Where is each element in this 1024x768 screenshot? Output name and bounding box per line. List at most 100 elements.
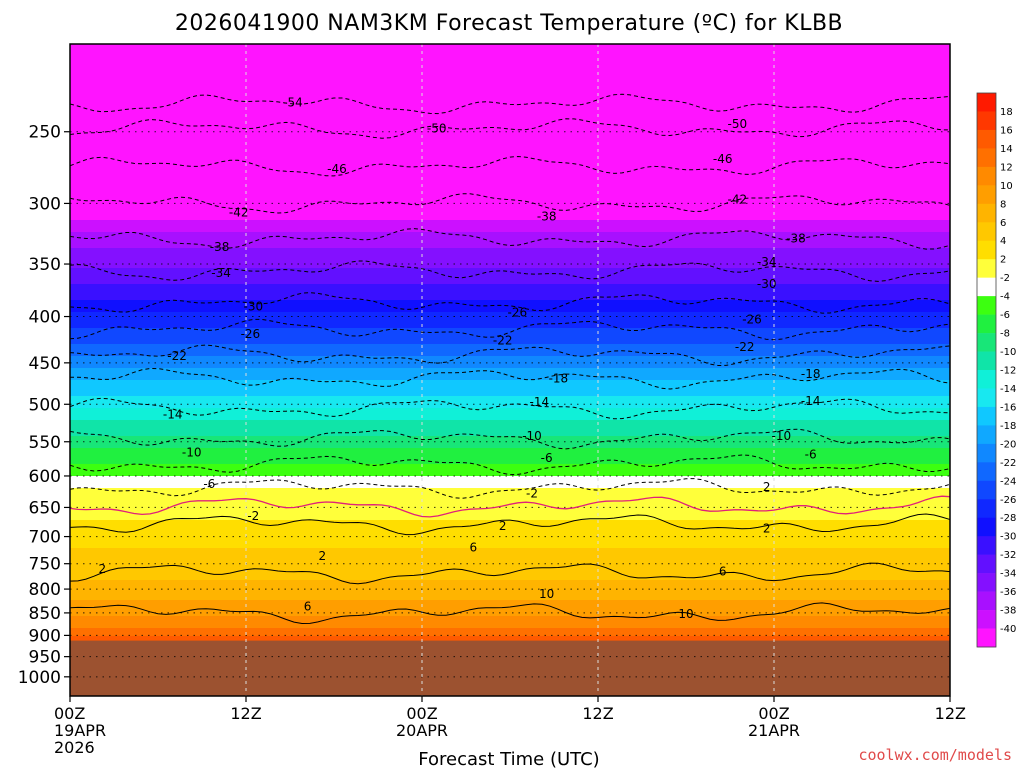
temperature-band	[70, 184, 950, 189]
temperature-band	[70, 392, 950, 397]
y-tick-label: 500	[29, 395, 61, 415]
temperature-band	[70, 400, 950, 405]
contour-label: -18	[801, 367, 821, 381]
contour-label: -22	[493, 333, 513, 347]
y-tick-label: 750	[29, 555, 61, 575]
plot-area: -54 -50 -50 -46 -46 -42 -42 -38 -38 -38 -34 -34 -30 -…	[70, 44, 950, 696]
temperature-band	[70, 492, 950, 497]
temperature-band	[70, 520, 950, 525]
x-tick-label: 12Z	[230, 704, 261, 723]
temperature-band	[70, 504, 950, 509]
contour-line	[70, 118, 950, 139]
contour-line	[70, 602, 950, 625]
temperature-band	[70, 64, 950, 69]
contour-label: -30	[757, 277, 777, 291]
x-tick-label: 19APR	[54, 721, 106, 740]
contour-label: -6	[541, 451, 553, 465]
temperature-band	[70, 336, 950, 341]
temperature-band	[70, 516, 950, 521]
colorbar-label: -6	[1000, 310, 1010, 321]
temperature-band	[70, 512, 950, 517]
contour-line	[70, 193, 950, 214]
temperature-band	[70, 388, 950, 393]
temperature-band	[70, 200, 950, 205]
temperature-band	[70, 76, 950, 81]
temperature-band	[70, 100, 950, 105]
contour-line	[70, 513, 950, 536]
temperature-band	[70, 628, 950, 633]
temperature-band	[70, 72, 950, 77]
contour-label: -54	[283, 95, 303, 109]
colorbar-swatch	[977, 370, 996, 389]
temperature-band	[70, 380, 950, 385]
temperature-band	[70, 176, 950, 181]
contour-label: -10	[772, 429, 792, 443]
temperature-band	[70, 140, 950, 145]
y-tick-label: 700	[29, 528, 61, 548]
colorbar-label: -26	[1000, 495, 1016, 506]
temperature-band	[70, 440, 950, 445]
temperature-band	[70, 564, 950, 569]
temperature-band	[70, 80, 950, 85]
colorbar-swatch	[977, 573, 996, 592]
temperature-band	[70, 144, 950, 149]
temperature-band	[70, 268, 950, 273]
contour-labels: -54 -50 -50 -46 -46 -42 -42 -38 -38 -38 -34 -34 -30 -…	[98, 95, 820, 620]
colorbar-swatch	[977, 425, 996, 445]
temperature-band	[70, 124, 950, 129]
y-tick-label: 950	[29, 648, 61, 668]
temperature-band	[70, 548, 950, 553]
temperature-band	[70, 484, 950, 489]
temperature-band	[70, 412, 950, 417]
temperature-band	[70, 324, 950, 329]
colorbar-swatch	[977, 111, 996, 131]
contour-label: -46	[327, 162, 347, 176]
temperature-band	[70, 288, 950, 293]
colorbar-swatch	[977, 351, 996, 371]
contour-label: -14	[530, 395, 550, 409]
colorbar-swatch	[977, 333, 996, 352]
colorbar-legend: 18 16 14 12 10 8 6 4 2 -2 -4 -6 -8 -10 -12 -14 -16 -18 -20…	[976, 92, 1016, 648]
temperature-band	[70, 296, 950, 301]
temperature-band	[70, 320, 950, 325]
contour-line	[70, 562, 950, 585]
temperature-band	[70, 240, 950, 245]
colorbar-label: -32	[1000, 550, 1016, 561]
temperature-band	[70, 152, 950, 157]
temperature-band	[70, 408, 950, 413]
y-tick-label: 350	[29, 255, 61, 275]
y-tick-label: 1000	[18, 668, 61, 688]
temperature-band	[70, 480, 950, 485]
temperature-band	[70, 252, 950, 257]
colorbar-swatch	[977, 166, 996, 186]
y-tick-label: 900	[29, 626, 61, 646]
contour-label: -14	[163, 407, 183, 421]
temperature-band	[70, 220, 950, 225]
temperature-band	[70, 84, 950, 89]
contour-label: -10	[522, 429, 542, 443]
colorbar-swatch	[977, 628, 996, 648]
temperature-band	[70, 216, 950, 221]
colorbar-label: -30	[1000, 532, 1016, 543]
temperature-band	[70, 500, 950, 505]
temperature-band	[70, 344, 950, 349]
colorbar-label: 14	[1000, 144, 1013, 155]
y-tick-label: 850	[29, 604, 61, 624]
colorbar-swatch	[977, 93, 996, 112]
temperature-band	[70, 384, 950, 389]
temperature-band	[70, 96, 950, 101]
temperature-band	[70, 104, 950, 109]
temperature-band	[70, 568, 950, 573]
temperature-band	[70, 120, 950, 125]
contour-line	[70, 292, 950, 314]
temperature-band	[70, 160, 950, 165]
temperature-band	[70, 260, 950, 265]
y-tick-label: 300	[29, 194, 61, 214]
temperature-band	[70, 448, 950, 453]
temperature-band	[70, 208, 950, 213]
temperature-band	[70, 576, 950, 581]
colorbar-label: -36	[1000, 587, 1016, 598]
temperature-band	[70, 204, 950, 209]
y-tick-label: 250	[29, 123, 61, 143]
temperature-band	[70, 164, 950, 169]
